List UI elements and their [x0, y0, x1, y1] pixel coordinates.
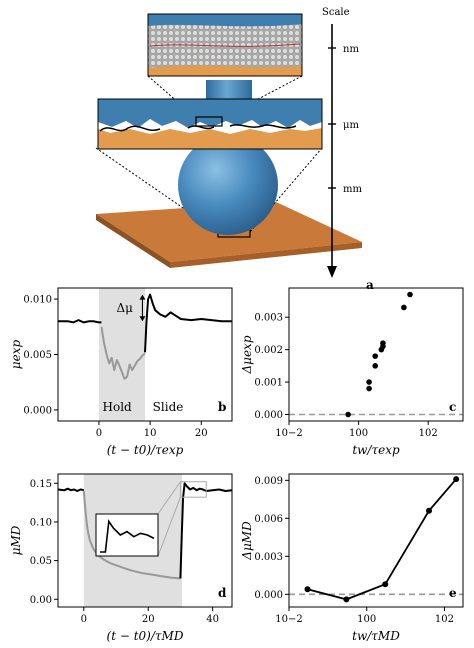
x-tick-label-b: 10 — [144, 428, 157, 439]
panel-label-b: b — [218, 400, 226, 414]
scale-um: μm — [343, 120, 359, 131]
series-line-b-0 — [58, 319, 102, 324]
data-point-e — [343, 596, 350, 603]
x-axis-label-b: (t − t0)/τexp — [107, 443, 184, 457]
panel-label-a: a — [366, 278, 374, 292]
data-point-c — [380, 343, 386, 350]
x-tick-label-d: 0 — [81, 614, 87, 625]
data-point-e — [453, 476, 460, 483]
data-point-c — [345, 411, 351, 418]
slide-label: Slide — [153, 400, 184, 414]
data-point-c — [366, 379, 372, 385]
delta-mu-arrowhead-top — [139, 294, 146, 300]
zoom-source-box — [179, 481, 207, 498]
series-line-d-1 — [82, 490, 181, 580]
delta-mu-label: Δμ — [116, 301, 133, 315]
panel-label-d: d — [218, 586, 227, 600]
y-tick-label-c: 0.001 — [254, 378, 283, 389]
series-line-d-2 — [179, 482, 233, 579]
y-tick-label-d: 0.05 — [30, 556, 52, 567]
scale-bar: Scale nm μm mm — [322, 7, 362, 278]
scale-title: Scale — [322, 7, 350, 18]
x-axis-label-e: tw/τMD — [352, 629, 400, 643]
panel-label-e: e — [449, 586, 457, 600]
scale-nm: nm — [343, 44, 359, 55]
series-line-d-0 — [57, 487, 85, 492]
hold-label: Hold — [103, 400, 133, 414]
panel-b: Δμ Hold Slide 0 10 20 0.000 0.005 0.010 (t − … — [9, 287, 233, 457]
x-axis-label-d: (t − t0)/τMD — [107, 629, 184, 643]
x-tick-label-c: 100 — [349, 428, 368, 439]
nano-inset — [147, 13, 303, 77]
zoom-inset-d — [95, 481, 207, 557]
zoom-connector — [157, 481, 181, 515]
panel-c: 10−2 100 102 0.000 0.001 0.002 0.003 tw/τexp Δ… — [240, 287, 464, 457]
data-point-e — [382, 581, 389, 588]
series-line-b-1 — [100, 326, 146, 380]
y-tick-label-e: 0.006 — [254, 514, 283, 525]
x-tick-label-d: 20 — [142, 614, 155, 625]
y-tick-label-d: 0.00 — [30, 595, 52, 606]
panel-label-c: c — [449, 400, 456, 414]
x-tick-label-c: 102 — [419, 428, 438, 439]
panel-a-illustration: Scale nm μm mm a — [95, 7, 374, 292]
y-tick-label-d: 0.10 — [30, 517, 52, 528]
y-tick-label-d: 0.15 — [30, 479, 52, 490]
axes-frame-e — [288, 473, 464, 608]
y-tick-label-e: 0.000 — [254, 590, 283, 601]
data-point-e — [304, 586, 311, 593]
x-tick-label-e: 102 — [435, 614, 454, 625]
x-tick-label-e: 10−2 — [275, 614, 302, 625]
x-tick-label-e: 100 — [357, 614, 376, 625]
data-point-c — [372, 353, 379, 359]
x-tick-label-b: 20 — [195, 428, 208, 439]
y-tick-label-c: 0.003 — [254, 313, 283, 324]
panel-e: 10−2 100 102 0.000 0.003 0.006 0.009 tw/τMD Δμ… — [240, 473, 464, 643]
series-line-b-2 — [144, 293, 232, 353]
probe-sphere — [178, 135, 278, 235]
x-tick-label-d: 40 — [206, 614, 219, 625]
zoom-connector — [157, 497, 181, 557]
panel-d: 0 20 40 0.00 0.05 0.10 0.15 (t − t0)/τMD μMD d — [9, 473, 233, 643]
x-axis-label-c: tw/τexp — [352, 443, 400, 457]
axes-frame-c — [288, 287, 464, 422]
x-tick-label-b: 0 — [96, 428, 102, 439]
y-axis-label-c: Δμexp — [240, 335, 254, 374]
data-point-c — [407, 291, 413, 298]
scale-mm: mm — [343, 184, 362, 195]
micro-inset — [97, 98, 323, 150]
substrate-board-edge — [96, 214, 170, 268]
data-point-c — [401, 304, 407, 311]
y-axis-label-d: μMD — [9, 525, 23, 555]
x-tick-label-c: 10−2 — [275, 428, 302, 439]
delta-mu-arrowhead-bottom — [139, 316, 146, 322]
y-tick-label-c: 0.002 — [254, 345, 283, 356]
y-tick-label-e: 0.003 — [254, 552, 283, 563]
y-tick-label-b: 0.005 — [23, 350, 52, 361]
y-axis-label-e: ΔμMD — [240, 521, 254, 561]
data-point-c — [366, 385, 372, 392]
y-tick-label-e: 0.009 — [254, 476, 283, 487]
y-tick-label-b: 0.010 — [23, 295, 52, 306]
data-point-c — [372, 363, 379, 369]
y-tick-label-b: 0.000 — [23, 405, 52, 416]
zoom-inset-line — [100, 519, 155, 553]
substrate-board-edge-front — [170, 242, 362, 268]
y-axis-label-b: μexp — [9, 340, 23, 370]
series-line-e — [307, 478, 457, 601]
y-tick-label-c: 0.000 — [254, 410, 283, 421]
axes-frame-d — [57, 473, 233, 608]
data-point-e — [425, 507, 432, 514]
